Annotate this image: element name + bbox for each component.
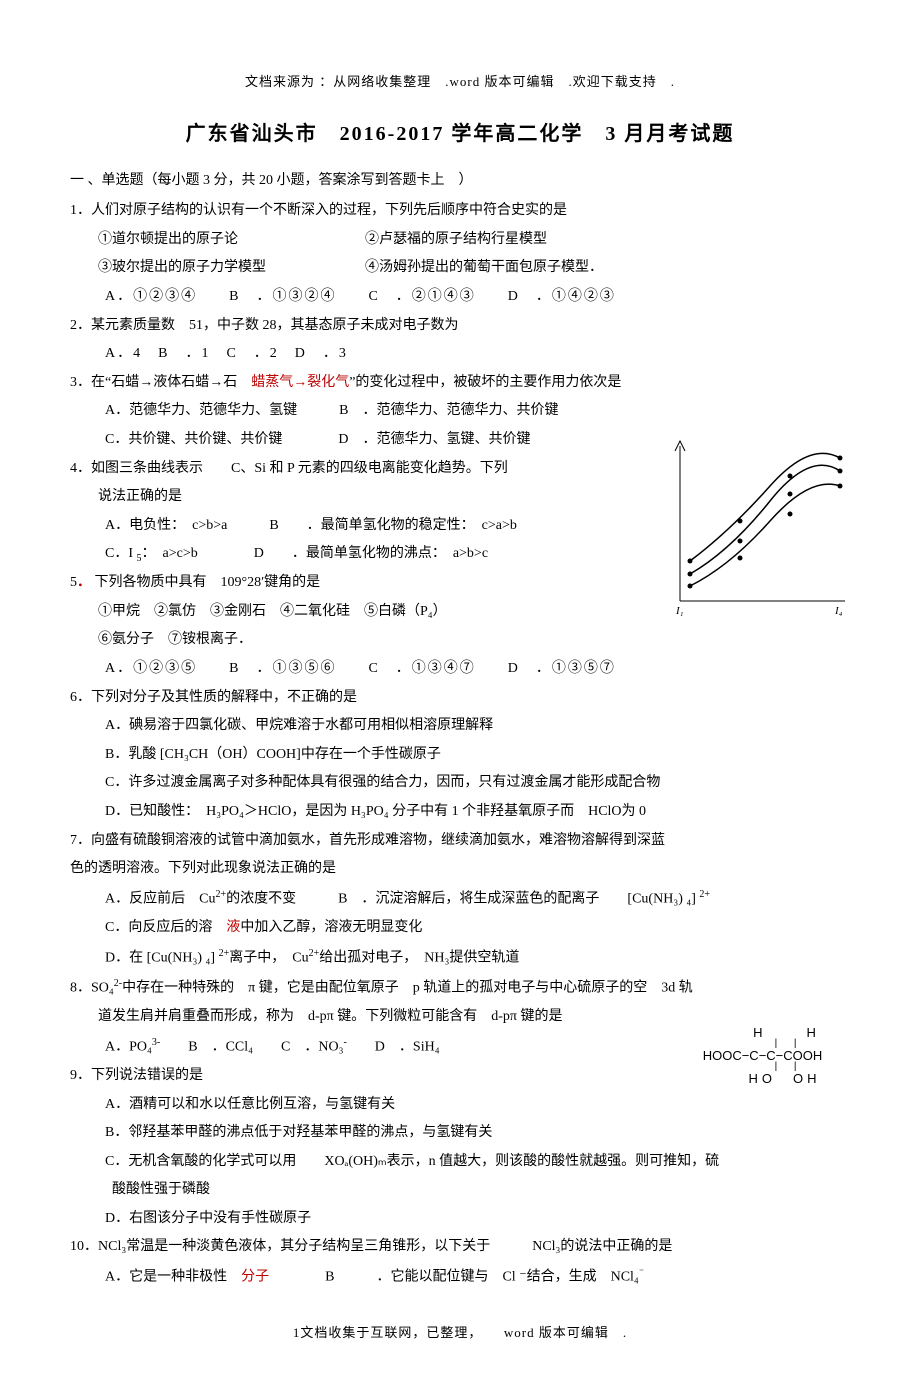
mol-bot: HO OH bbox=[655, 1072, 870, 1085]
q1-s3row: ③玻尔提出的原子力学模型 ④汤姆孙提出的葡萄干面包原子模型． bbox=[70, 255, 850, 282]
q5-stem-text: 下列各物质中具有 109°28′键角的是 bbox=[95, 575, 321, 590]
q7-d-m: 离子中， Cu bbox=[229, 950, 308, 965]
ionization-chart: I₁ I₄ bbox=[660, 436, 850, 616]
q7-stem: 7．向盛有硫酸铜溶液的试管中滴加氨水，首先形成难溶物，继续滴加氨水，难溶物溶解得… bbox=[70, 828, 850, 855]
page-title: 广东省汕头市 2016-2017 学年高二化学 3 月月考试题 bbox=[70, 115, 850, 153]
q1-s2: ②卢瑟福的原子结构行星模型 bbox=[365, 232, 547, 247]
q7-c: C．向反应后的溶 液中加入乙醇，溶液无明显变化 bbox=[70, 915, 850, 942]
q6-c: C．许多过渡金属离子对多种配体具有很强的结合力，因而，只有过渡金属才能形成配合物 bbox=[70, 770, 850, 797]
q7-d-l: D．在 [Cu(NH₃) ₄] bbox=[105, 950, 219, 965]
q6-d: D．已知酸性： H₃PO₄＞HClO，是因为 H₃PO₄ 分子中有 1 个非羟基… bbox=[70, 799, 850, 826]
section-header: 一 、单选题（每小题 3 分，共 20 小题，答案涂写到答题卡上 ） bbox=[70, 168, 850, 195]
q1-s1: ①道尔顿提出的原子论 bbox=[98, 232, 238, 247]
q8-opts-sup: 3- bbox=[152, 1037, 160, 1048]
q5-s2: ⑥氨分子 ⑦铵根离子． bbox=[70, 627, 850, 654]
q2-opts: A．4 B ．1 C ．2 D ．3 bbox=[70, 341, 850, 368]
q8-opts-r: D ．SiH₄ bbox=[347, 1039, 440, 1054]
tartaric-acid-structure: H H | | HOOC−C−C−COOH | | HO OH bbox=[655, 1026, 870, 1094]
header-note: 文档来源为 ：从网络收集整理 .word 版本可编辑 .欢迎下载支持 . bbox=[70, 70, 850, 95]
q3-stem-a: 3．在“石蜡→液体石蜡→石 bbox=[70, 375, 251, 390]
q6-a: A．碘易溶于四氯化碳、甲烷难溶于水都可用相似相溶原理解释 bbox=[70, 713, 850, 740]
q7-a-sup: 2+ bbox=[215, 889, 226, 900]
svg-text:I₁: I₁ bbox=[675, 605, 684, 616]
q9-c2: 酸酸性强于磷酸 bbox=[70, 1177, 850, 1204]
q8-opts-l: A．PO₄ bbox=[105, 1039, 152, 1054]
q8-opts-m: B ．CCl₄ C ．NO₃ bbox=[160, 1039, 343, 1054]
q4-c-r: ： a>c>b D ．最简单氢化物的沸点： a>b>c bbox=[142, 546, 489, 561]
footer-note: 1文档收集于互联网，已整理， word 版本可编辑 . bbox=[70, 1321, 850, 1346]
q1-s3: ③玻尔提出的原子力学模型 bbox=[98, 260, 266, 275]
q3-wax: 蜡蒸气→裂化气 bbox=[251, 375, 349, 390]
q10-stem: 10．NCl₃常温是一种淡黄色液体，其分子结构呈三角锥形，以下关于 NCl₃的说… bbox=[70, 1234, 850, 1261]
q1-s4: ④汤姆孙提出的葡萄干面包原子模型． bbox=[365, 260, 603, 275]
q8-stem-r: 中存在一种特殊的 π 键，它是由配位氧原子 p 轨道上的孤对电子与中心硫原子的空… bbox=[122, 980, 693, 995]
q6-stem: 6．下列对分子及其性质的解释中，不正确的是 bbox=[70, 685, 850, 712]
q2-stem: 2．某元素质量数 51，中子数 28，其基态原子未成对电子数为 bbox=[70, 313, 850, 340]
q9-a: A．酒精可以和水以任意比例互溶，与氢键有关 bbox=[70, 1092, 850, 1119]
q5-opts: A．①②③⑤ B ．①③⑤⑥ C ．①③④⑦ D ．①③⑤⑦ bbox=[70, 656, 850, 683]
q7-d-sup: 2+ bbox=[219, 948, 230, 959]
q7-c-red: 液 bbox=[226, 920, 240, 935]
q8-stem-l: 8．SO₄ bbox=[70, 980, 114, 995]
q1-opts: A．①②③④ B ．①③②④ C ．②①④③ D ．①④②③ bbox=[70, 284, 850, 311]
q10-a-red: 分子 bbox=[241, 1270, 269, 1285]
q7-a: A．反应前后 Cu2+的浓度不变 B ．沉淀溶解后，将生成深蓝色的配离子 [Cu… bbox=[70, 885, 850, 913]
q9-d: D．右图该分子中没有手性碳原子 bbox=[70, 1206, 850, 1233]
q1-s1row: ①道尔顿提出的原子论 ②卢瑟福的原子结构行星模型 bbox=[70, 227, 850, 254]
q9-b: B．邻羟基苯甲醛的沸点低于对羟基苯甲醛的沸点，与氢键有关 bbox=[70, 1120, 850, 1147]
q8-stem: 8．SO₄2-中存在一种特殊的 π 键，它是由配位氧原子 p 轨道上的孤对电子与… bbox=[70, 974, 850, 1002]
q7-c-l: C．向反应后的溶 bbox=[105, 920, 226, 935]
q7-a-l: A．反应前后 Cu bbox=[105, 891, 215, 906]
mol-top: H H bbox=[655, 1026, 870, 1039]
mol-mid: HOOC−C−C−COOH bbox=[655, 1049, 870, 1062]
q10-a-sup: ⁻ bbox=[639, 1267, 644, 1278]
q7-d-sup2: 2+ bbox=[309, 948, 320, 959]
q7-a-m: 的浓度不变 B ．沉淀溶解后，将生成深蓝色的配离子 [Cu(NH₃) ₄] bbox=[226, 891, 699, 906]
q10-a-l: A．它是一种非极性 bbox=[105, 1270, 241, 1285]
q7-stem2: 色的透明溶液。下列对此现象说法正确的是 bbox=[70, 856, 850, 883]
q5-dot: ． bbox=[77, 575, 91, 590]
svg-text:I₄: I₄ bbox=[834, 605, 843, 616]
q7-d-r: 给出孤对电子， NH₃提供空轨道 bbox=[319, 950, 519, 965]
q10-a-m: B ．它能以配位键与 Cl ⁻结合，生成 NCl₄ bbox=[269, 1270, 639, 1285]
q1-stem: 1．人们对原子结构的认识有一个不断深入的过程，下列先后顺序中符合史实的是 bbox=[70, 198, 850, 225]
q3-a: A．范德华力、范德华力、氢键 B ．范德华力、范德华力、共价键 bbox=[70, 398, 850, 425]
q8-stem-sup: 2- bbox=[114, 978, 122, 989]
q7-d: D．在 [Cu(NH₃) ₄] 2+离子中， Cu2+给出孤对电子， NH₃提供… bbox=[70, 944, 850, 972]
q5-num: 5 bbox=[70, 575, 77, 590]
q4-c-l: C．I bbox=[105, 546, 137, 561]
q10-a: A．它是一种非极性 分子 B ．它能以配位键与 Cl ⁻结合，生成 NCl₄⁻ bbox=[70, 1263, 850, 1291]
q7-a-sup2: 2+ bbox=[699, 889, 710, 900]
q7-c-r: 中加入乙醇，溶液无明显变化 bbox=[240, 920, 422, 935]
q3-stem: 3．在“石蜡→液体石蜡→石 蜡蒸气→裂化气”的变化过程中，被破坏的主要作用力依次… bbox=[70, 370, 850, 397]
q9-c: C．无机含氧酸的化学式可以用 XOₐ(OH)ₘ表示，n 值越大，则该酸的酸性就越… bbox=[70, 1149, 850, 1176]
q3-stem-b: ”的变化过程中，被破坏的主要作用力依次是 bbox=[349, 375, 621, 390]
q6-b: B．乳酸 [CH₃CH（OH）COOH]中存在一个手性碳原子 bbox=[70, 742, 850, 769]
